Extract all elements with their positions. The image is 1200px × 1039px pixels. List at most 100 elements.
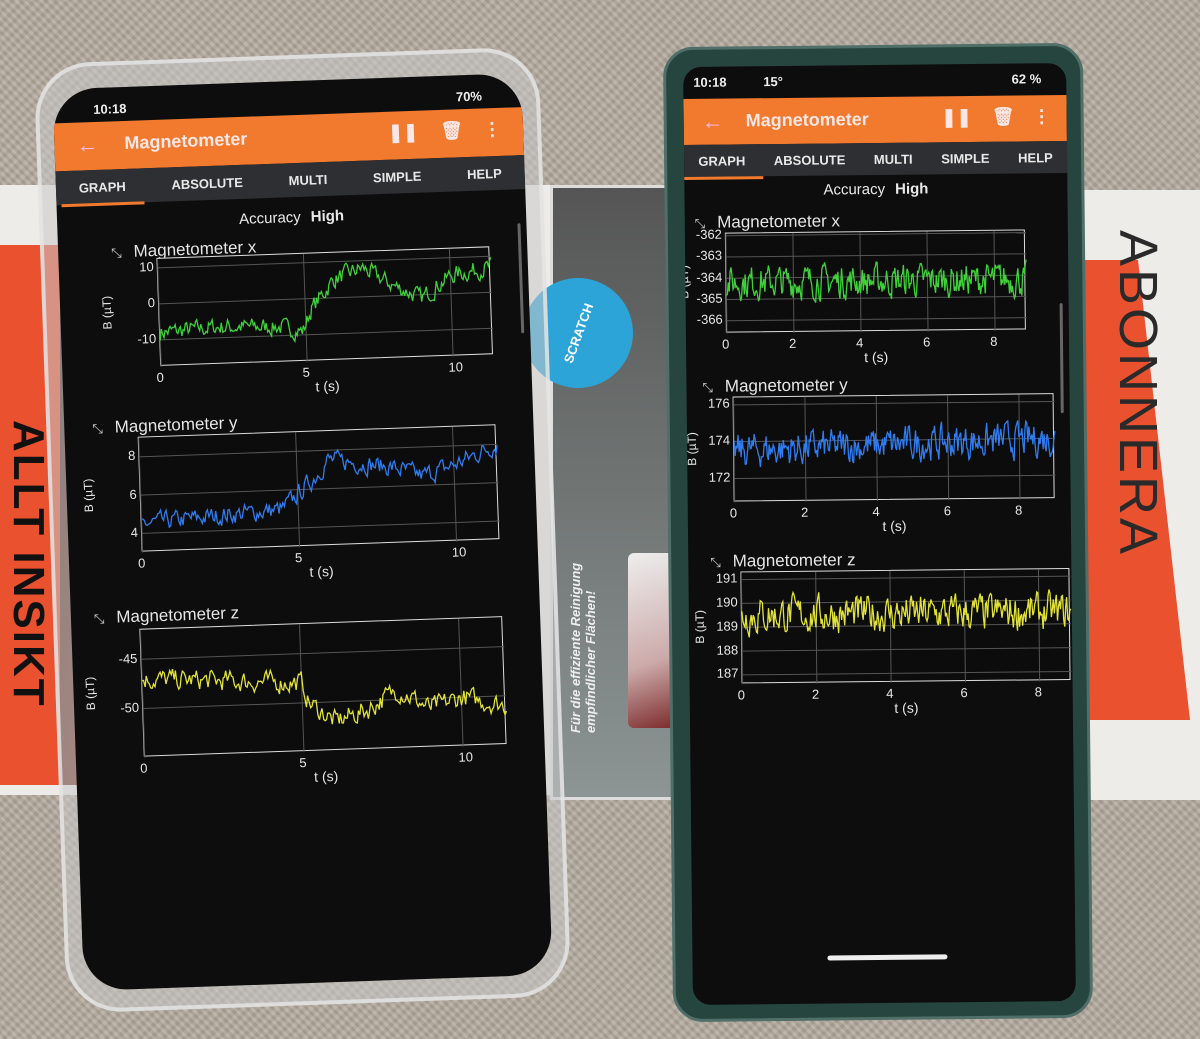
expand-icon[interactable]: ⤡ xyxy=(92,420,104,437)
x-axis-label: t (s) xyxy=(309,562,334,580)
chart-title-text: Magnetometer x xyxy=(717,211,841,232)
tab-help[interactable]: HELP xyxy=(1018,149,1053,166)
phone-left-screen: 10:18 70% ← Magnetometer ❚❚ 🗑 ⋮ GRAPH AB… xyxy=(52,73,553,991)
x-axis-label: t (s) xyxy=(864,348,889,366)
grid-line-x xyxy=(448,248,454,357)
y-tick-label: 4 xyxy=(130,524,139,540)
y-axis-label: B (µT) xyxy=(80,477,97,512)
x-axis-label: t (s) xyxy=(315,377,340,395)
expand-icon[interactable]: ⤡ xyxy=(702,379,713,395)
expand-icon[interactable]: ⤡ xyxy=(710,554,721,570)
grid-line-y xyxy=(139,443,498,458)
x-tick-label: 10 xyxy=(448,359,464,375)
chart-y[interactable] xyxy=(732,393,1056,503)
y-tick-label: -10 xyxy=(137,330,157,347)
grid-line-x xyxy=(859,232,862,333)
chart-title-text: Magnetometer z xyxy=(732,550,856,571)
pause-icon[interactable]: ❚❚ xyxy=(387,121,419,143)
status-bar: 10:18 15° 62 % xyxy=(683,71,1066,93)
y-tick-label: -366 xyxy=(696,311,723,328)
grid-line-x xyxy=(792,232,795,333)
x-tick-label: 5 xyxy=(302,364,311,380)
tab-graph[interactable]: GRAPH xyxy=(75,178,130,195)
chart-title-text: Magnetometer y xyxy=(724,375,848,396)
grid-line-y xyxy=(726,317,1027,322)
scrollbar[interactable] xyxy=(517,223,525,334)
trash-icon[interactable]: 🗑 xyxy=(991,106,1015,127)
grid-line-x xyxy=(815,571,818,684)
y-axis-label: B (µT) xyxy=(82,676,98,711)
expand-icon[interactable]: ⤡ xyxy=(93,610,105,627)
x-axis-label: t (s) xyxy=(894,699,919,716)
x-tick-label: 0 xyxy=(156,369,165,385)
grid-line-y xyxy=(742,647,1072,652)
tab-absolute[interactable]: ABSOLUTE xyxy=(773,151,846,168)
y-axis-label: B (µT) xyxy=(692,610,707,644)
y-tick-label: -45 xyxy=(118,650,138,667)
more-vertical-icon[interactable]: ⋮ xyxy=(1032,106,1051,127)
grid-line-y xyxy=(734,474,1056,480)
grid-line-x xyxy=(993,230,996,331)
chart-y[interactable] xyxy=(137,424,500,553)
tab-multi[interactable]: MULTI xyxy=(288,171,328,188)
x-tick-label: 0 xyxy=(729,505,738,521)
series-line xyxy=(725,259,1027,303)
grid-line-x xyxy=(740,572,744,685)
tab-help[interactable]: HELP xyxy=(466,165,502,182)
battery-level: 70% xyxy=(455,88,483,105)
tab-graph[interactable]: GRAPH xyxy=(694,153,749,169)
chart-title: ⤡ Magnetometer y xyxy=(702,375,847,397)
expand-icon[interactable]: ⤡ xyxy=(110,245,122,261)
tab-simple[interactable]: SIMPLE xyxy=(372,168,422,185)
tab-absolute[interactable]: ABSOLUTE xyxy=(171,174,244,192)
grid-line-y xyxy=(741,575,1071,581)
y-tick-label: -365 xyxy=(696,290,723,306)
chart-title-text: Magnetometer z xyxy=(115,603,240,627)
grid-line-x xyxy=(725,233,728,334)
chart-z[interactable] xyxy=(740,567,1072,685)
back-arrow-icon[interactable]: ← xyxy=(75,131,99,158)
y-tick-label: -50 xyxy=(120,699,140,716)
home-indicator[interactable] xyxy=(827,954,948,961)
grid-line-x xyxy=(298,624,305,753)
chart-z[interactable] xyxy=(139,616,508,758)
back-arrow-icon[interactable]: ← xyxy=(701,108,724,134)
series-line xyxy=(741,589,1072,638)
grid-line-y xyxy=(742,670,1072,676)
grid-line-y xyxy=(733,401,1055,406)
grid-line-x xyxy=(947,395,950,501)
y-tick-label: 176 xyxy=(707,395,730,412)
tab-simple[interactable]: SIMPLE xyxy=(941,150,990,166)
chart-x[interactable] xyxy=(156,246,494,367)
x-tick-label: 10 xyxy=(458,749,474,765)
trash-icon[interactable]: 🗑 xyxy=(439,120,464,141)
status-time: 10:18 xyxy=(693,74,727,90)
y-tick-label: 188 xyxy=(716,642,739,658)
phone-right: 10:18 15° 62 % ← Magnetometer ❚❚ 🗑 ⋮ GRA… xyxy=(662,42,1094,1023)
y-tick-label: -363 xyxy=(695,248,723,264)
accuracy-value: High xyxy=(310,207,345,226)
x-tick-label: 4 xyxy=(886,685,894,701)
accuracy-value: High xyxy=(894,180,929,198)
x-tick-label: 2 xyxy=(788,335,797,351)
x-axis-label: t (s) xyxy=(882,517,907,534)
grid-line-y xyxy=(143,695,506,709)
y-tick-label: 174 xyxy=(708,432,731,448)
x-tick-label: 0 xyxy=(737,687,746,703)
y-tick-label: 10 xyxy=(138,259,154,275)
y-tick-label: 190 xyxy=(715,594,738,610)
grid-line-x xyxy=(458,618,464,747)
accuracy-label: Accuracy xyxy=(238,208,302,229)
status-temperature: 15° xyxy=(763,73,784,90)
scrollbar[interactable] xyxy=(1059,303,1064,414)
x-tick-label: 8 xyxy=(1015,502,1023,518)
grid-line-x xyxy=(1037,569,1041,682)
tab-multi[interactable]: MULTI xyxy=(873,151,913,167)
grid-line-y xyxy=(726,295,1027,301)
chart-x[interactable] xyxy=(724,229,1027,334)
chart-title: ⤡ Magnetometer z xyxy=(710,550,855,572)
y-tick-label: 0 xyxy=(147,295,156,311)
pause-icon[interactable]: ❚❚ xyxy=(941,106,972,128)
battery-level: 62 % xyxy=(1011,71,1042,87)
more-vertical-icon[interactable]: ⋮ xyxy=(482,118,502,140)
